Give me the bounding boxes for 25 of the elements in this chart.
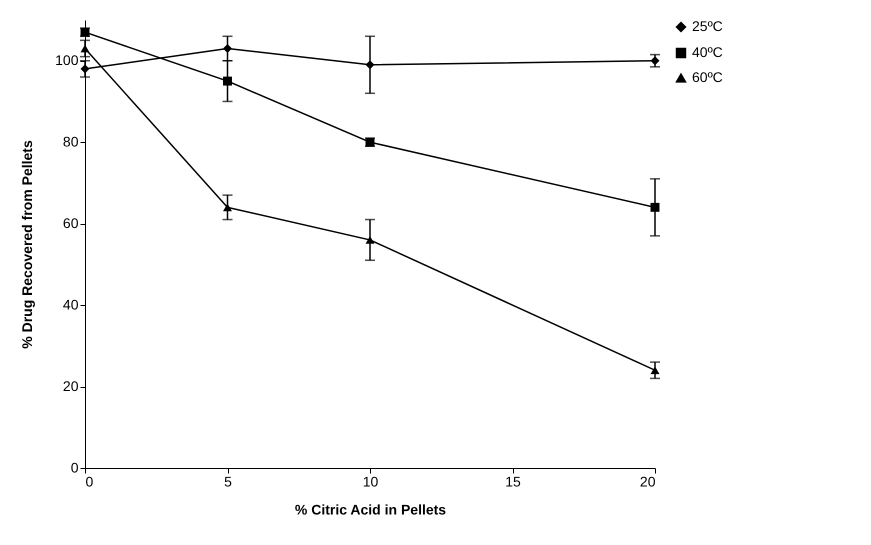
legend-label: 60ºC — [692, 69, 723, 85]
point — [366, 236, 374, 244]
point — [650, 202, 660, 212]
y-axis-title: % Drug Recovered from Pellets — [19, 140, 36, 349]
x-tick-label: 10 — [362, 474, 378, 490]
x-tick-label: 20 — [640, 474, 656, 490]
y-tick-label: 100 — [55, 52, 79, 68]
point — [650, 366, 660, 374]
point — [223, 76, 232, 86]
y-tick-label: 40 — [62, 296, 79, 313]
y-tick-label: 60 — [62, 215, 79, 232]
point — [650, 56, 660, 66]
x-axis-title: % Citric Acid in Pellets — [294, 502, 446, 518]
point — [366, 60, 374, 70]
y-tick-label: 20 — [62, 378, 79, 394]
legend-label: 40ºC — [692, 44, 723, 60]
x-tick-label: 5 — [224, 474, 232, 490]
point — [223, 44, 232, 53]
y-tick-label: 0 — [70, 460, 79, 476]
x-tick-label: 0 — [86, 474, 94, 490]
point — [80, 44, 90, 52]
point — [80, 64, 90, 74]
x-tick-label: 15 — [505, 474, 521, 490]
y-tick-label: 80 — [62, 134, 79, 150]
legend-label: 25ºC — [692, 18, 723, 34]
